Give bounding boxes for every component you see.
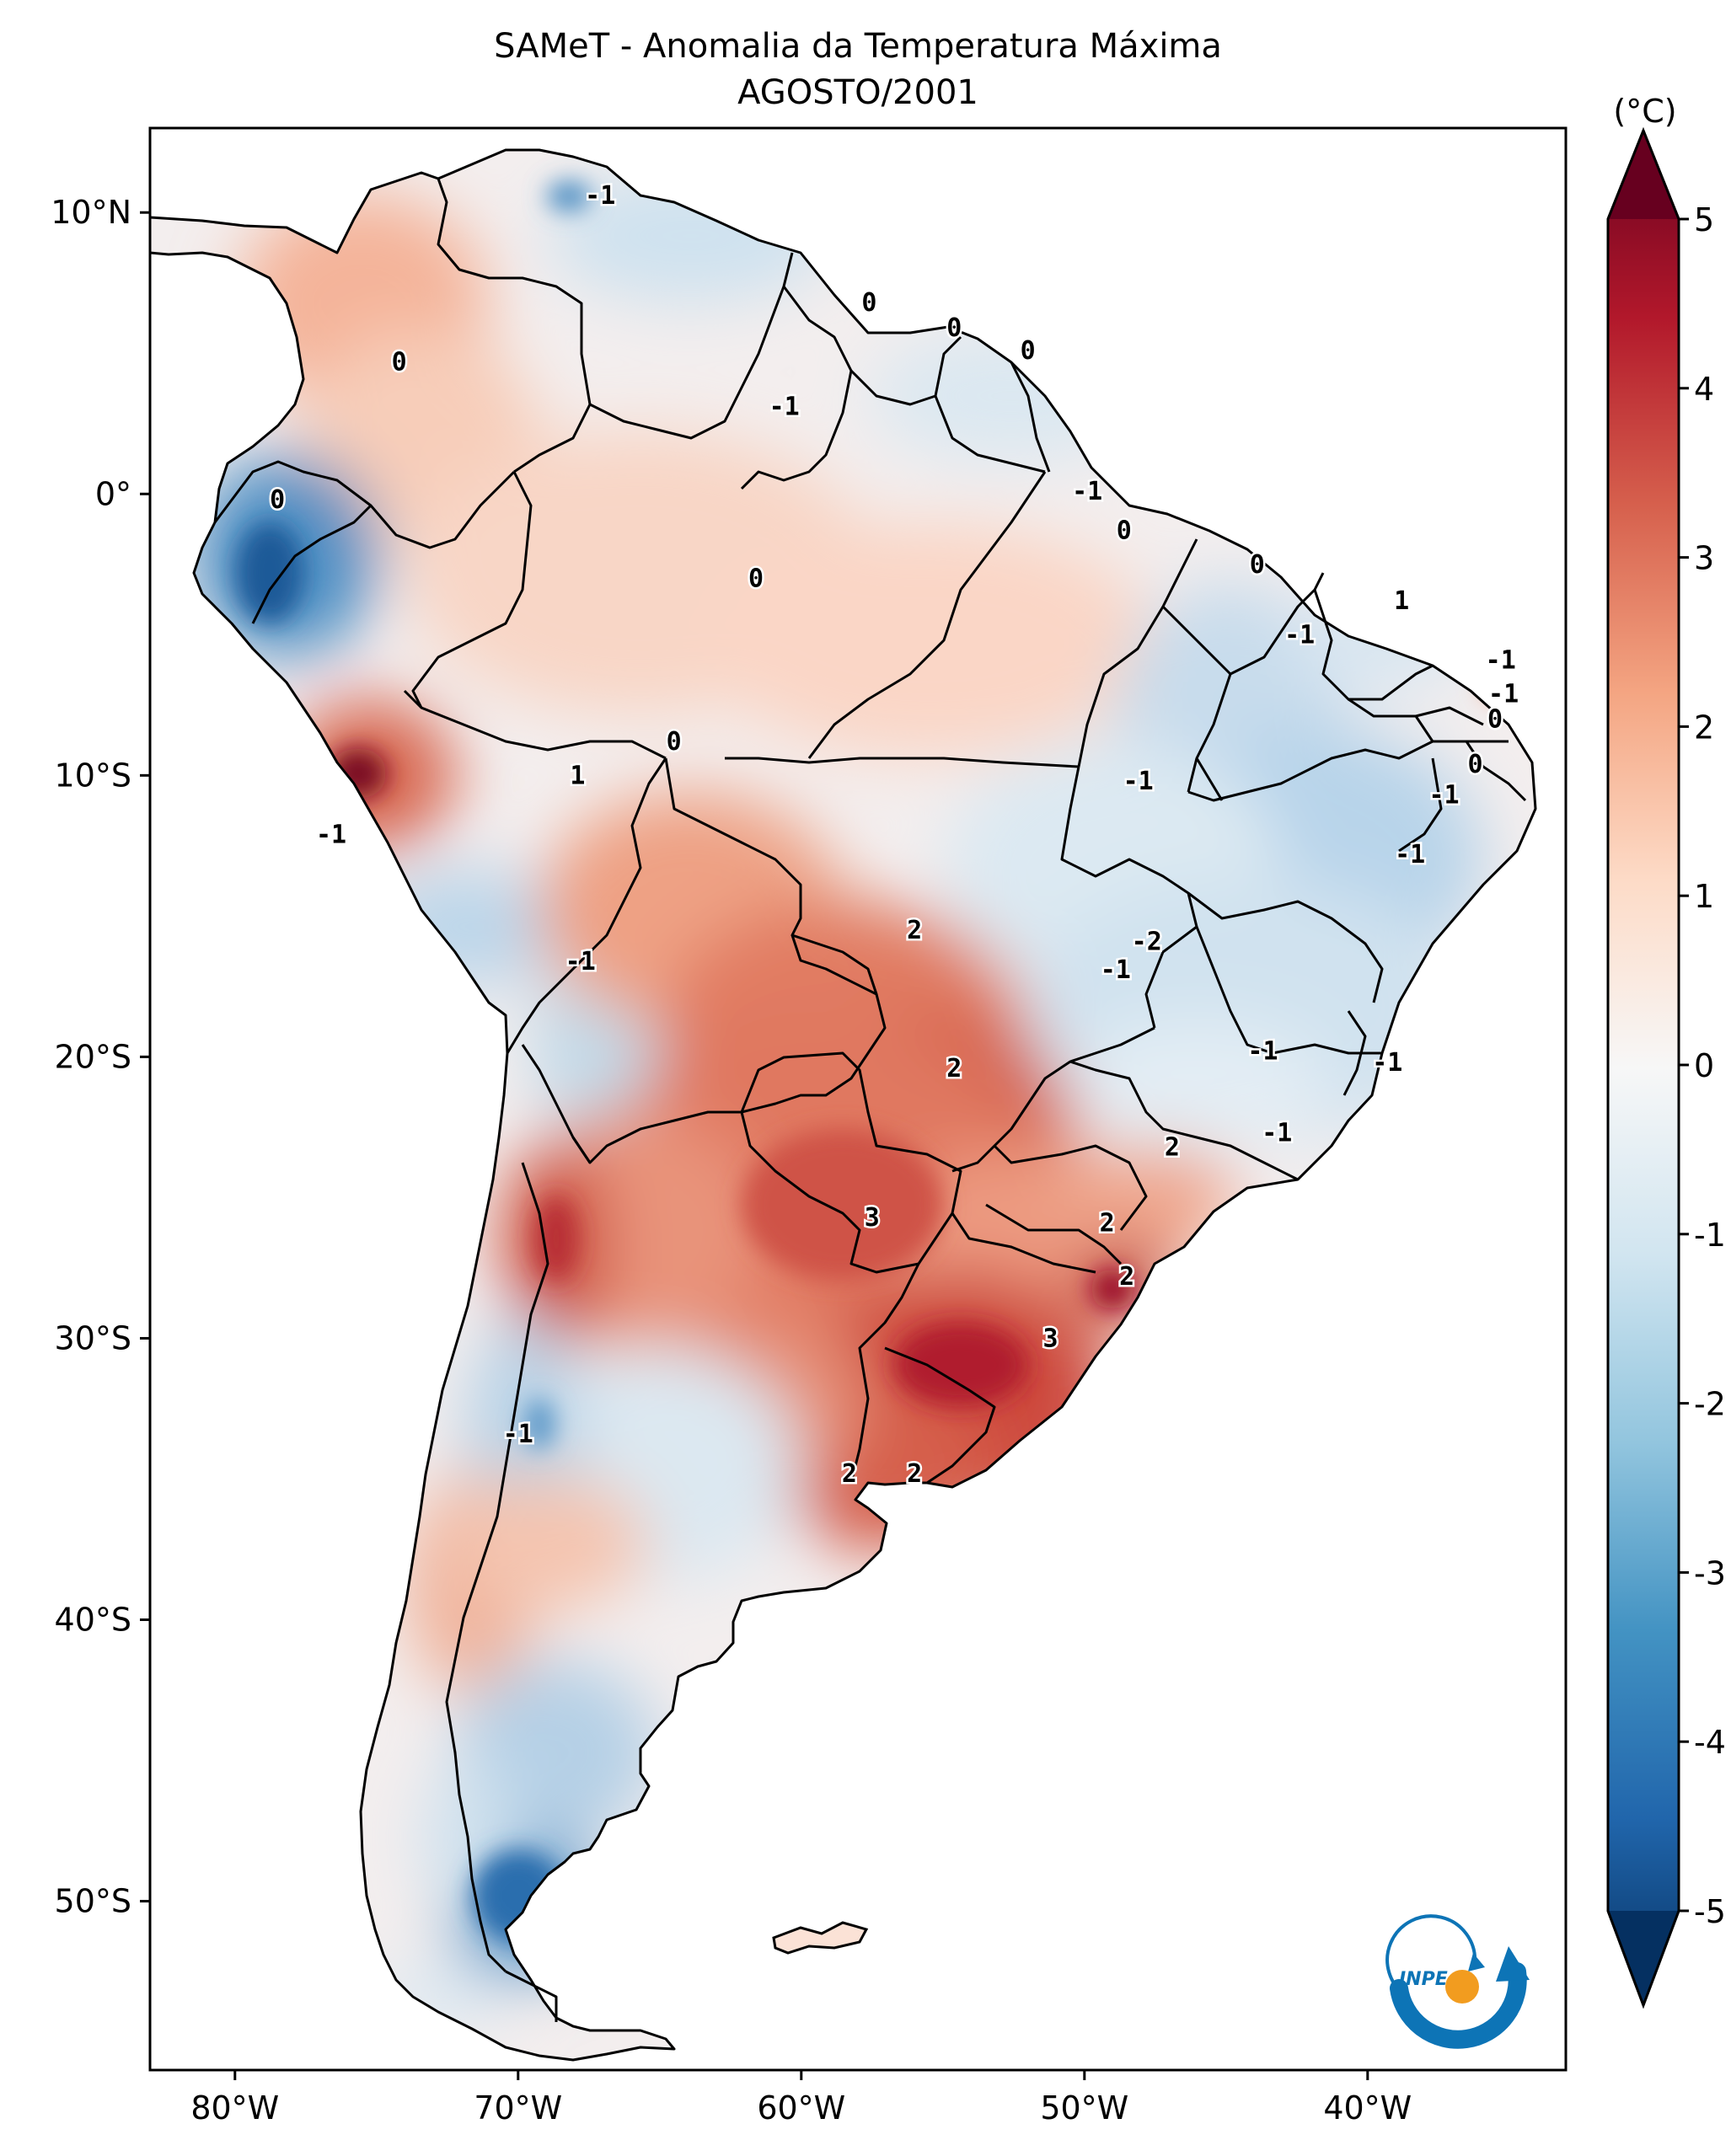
contour-label: 2 [1100,1208,1115,1238]
contour-label: -1 [503,1420,533,1449]
map-frame [148,126,1568,2072]
lat-tick-label: 0° [95,475,131,512]
map-area [150,128,1566,2070]
contour-label: 0 [392,347,407,377]
colorbar-tick-label: 1 [1694,878,1714,915]
colorbar-tick-label: -5 [1694,1893,1726,1930]
contour-label: 0 [1117,516,1132,546]
contour-label: -1 [585,181,615,211]
contour-label: 2 [1119,1262,1134,1292]
colorbar-top-extend [1608,131,1679,219]
political-borders [213,178,1527,2022]
contour-label: 2 [907,916,922,945]
contour-label: -1 [1428,781,1459,811]
lat-tick-label: 50°S [55,1883,131,1920]
contour-label: -1 [1488,679,1519,709]
contour-label: -1 [1247,1037,1278,1067]
contour-label: 1 [570,761,585,790]
colorbar-bottom-extend [1608,1911,1679,2005]
contour-label: -1 [1101,955,1131,985]
contour-label: 0 [1487,705,1503,735]
contour-label: 0 [1467,750,1482,779]
contour-label: 3 [1042,1324,1058,1353]
contour-label: 0 [1021,336,1036,366]
contour-label: 0 [1250,550,1265,580]
contour-label: -1 [1123,767,1154,796]
contour-label: 2 [946,1054,962,1083]
colorbar-tick-label: -4 [1694,1724,1726,1761]
contour-label: 0 [946,313,962,343]
lat-tick-label: 10°S [55,757,131,794]
map-title: SAMeT - Anomalia da Temperatura Máxima [494,27,1222,66]
contour-label: 0 [667,727,682,757]
lat-tick-label: 10°N [51,194,131,231]
lon-tick-label: 60°W [757,2089,845,2127]
lon-tick-label: 40°W [1323,2089,1412,2127]
svg-text:INPE: INPE [1399,1969,1448,1990]
colorbar-tick-label: 3 [1694,540,1714,577]
lat-tick-label: 20°S [55,1038,131,1075]
contour-label: -1 [1486,645,1516,675]
latitude-ticks: 10°N 0° 10°S 20°S 30°S 40°S 50°S [51,194,150,1920]
colorbar: (°C) 5 4 3 2 1 0 -1 -2 -3 -4 -5 [1606,93,1726,2009]
contour-label: -1 [316,820,346,849]
map-subtitle: AGOSTO/2001 [737,73,978,112]
colorbar-tick-label: 4 [1694,371,1714,408]
falklands [772,1921,869,1955]
colorbar-tick-label: -2 [1694,1386,1726,1423]
longitude-ticks: 80°W 70°W 60°W 50°W 40°W [190,2070,1412,2127]
colorbar-unit: (°C) [1613,93,1676,130]
contour-label: 0 [270,485,285,515]
lon-tick-label: 70°W [474,2089,562,2127]
contour-label: -1 [1262,1119,1292,1148]
inpe-logo: INPE [1385,1914,1530,2049]
colorbar-tick-label: 5 [1694,201,1714,238]
colorbar-ticks: 5 4 3 2 1 0 -1 -2 -3 -4 -5 [1679,201,1726,1930]
contour-label: -2 [1132,927,1162,956]
colorbar-tick-label: -3 [1694,1554,1726,1592]
colorbar-tick-label: 2 [1694,709,1714,746]
contour-label: 1 [1394,586,1409,616]
colorbar-tick-label: -1 [1694,1217,1726,1254]
colorbar-tick-label: 0 [1694,1047,1714,1084]
contour-label: -1 [1395,840,1425,869]
contour-label: 2 [842,1459,857,1489]
lat-tick-label: 40°S [55,1602,131,1639]
lat-tick-label: 30°S [55,1319,131,1356]
contour-label: -1 [1372,1048,1402,1078]
contour-label: -1 [1072,477,1102,506]
contour-label: 0 [748,564,764,593]
contour-label: -1 [1284,620,1315,650]
contour-label: -1 [769,393,800,422]
contour-label: -1 [565,947,596,976]
contour-label: 2 [907,1459,922,1489]
coastline [150,148,1537,2062]
lon-tick-label: 80°W [190,2089,279,2127]
contour-label: 3 [865,1203,880,1233]
contour-label: 0 [861,288,876,318]
colorbar-body [1606,126,1680,2009]
contour-label: 2 [1165,1132,1180,1162]
lon-tick-label: 50°W [1040,2089,1128,2127]
